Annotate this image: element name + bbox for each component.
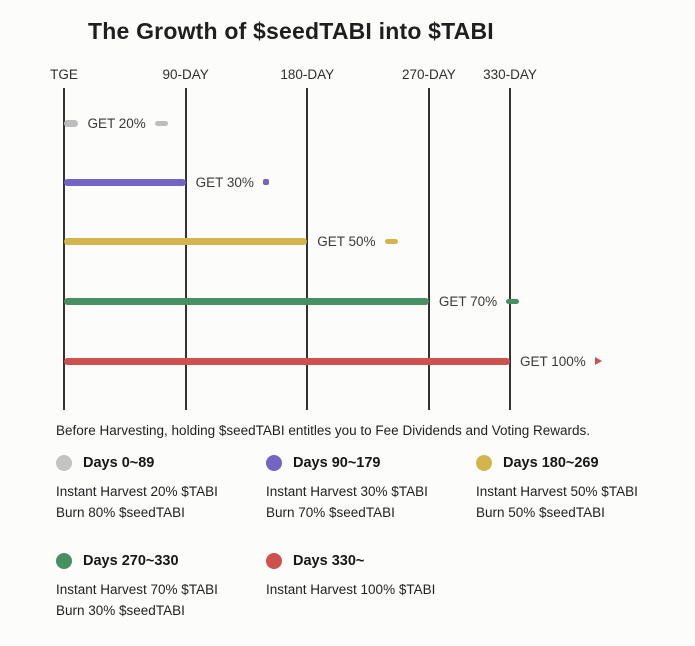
gridline-90-day	[184, 88, 187, 410]
legend-item-title: Days 180~269	[503, 455, 599, 471]
axis-tick-label-270-day: 270-DAY	[402, 67, 456, 82]
bar-days-0-89	[64, 119, 78, 127]
bar-value-label-days-180-269: GET 50%	[317, 233, 376, 249]
dash-icon	[154, 120, 168, 126]
legend-item-title: Days 330~	[293, 553, 365, 569]
bar-value-label-days-90-179: GET 30%	[195, 174, 254, 190]
bar-value-label-days-330: GET 100%	[520, 353, 586, 369]
legend-item-title: Days 270~330	[83, 553, 179, 569]
legend-swatch-circle	[56, 455, 72, 471]
legend-item-detail: Burn 80% $seedTABI	[56, 505, 185, 520]
legend-swatch-circle	[56, 553, 72, 569]
bar-days-180-269	[64, 237, 308, 245]
legend-swatch-circle	[476, 455, 492, 471]
bar-days-330	[64, 357, 510, 365]
chart-plot-area: TGE 90-DAY 180-DAY 270-DAY 330-DAY GET 20% GET…	[50, 67, 602, 410]
bar-row-days-0-89: GET 20%	[64, 113, 168, 133]
legend-item-header: Days 180~269	[476, 455, 686, 471]
dash-icon	[506, 298, 520, 304]
bar-days-90-179	[64, 178, 186, 186]
legend-item-detail: Instant Harvest 100% $TABI	[266, 582, 436, 597]
legend-item-title: Days 90~179	[293, 455, 381, 471]
gridline-tge	[63, 88, 65, 410]
legend-swatch-circle	[266, 553, 282, 569]
dot-icon	[262, 179, 269, 185]
legend-item-detail: Burn 70% $seedTABI	[266, 505, 395, 520]
legend-item-detail: Instant Harvest 20% $TABI	[56, 484, 218, 499]
legend-item-header: Days 0~89	[56, 455, 266, 471]
bar-value-label-days-0-89: GET 20%	[87, 115, 146, 131]
chart-caption: Before Harvesting, holding $seedTABI ent…	[56, 423, 591, 438]
legend-item-days-90-179: Days 90~179 Instant Harvest 30% $TABI Burn…	[266, 455, 476, 523]
gridline-180-day	[306, 88, 309, 410]
legend-item-days-180-269: Days 180~269 Instant Harvest 50% $TABI Bur…	[476, 455, 686, 523]
bar-row-days-270-330: GET 70%	[64, 291, 520, 311]
axis-tick-label-tge: TGE	[50, 67, 78, 82]
bar-row-days-90-179: GET 30%	[64, 172, 269, 192]
bar-row-days-180-269: GET 50%	[64, 231, 398, 251]
bar-value-label-days-270-330: GET 70%	[438, 293, 498, 309]
legend-item-days-0-89: Days 0~89 Instant Harvest 20% $TABI Burn 8…	[56, 455, 266, 523]
bar-days-270-330	[64, 297, 429, 305]
legend-item-detail: Burn 30% $seedTABI	[56, 603, 185, 618]
chart-title: The Growth of $seedTABI into $TABI	[88, 18, 494, 44]
legend-item-detail: Instant Harvest 30% $TABI	[266, 484, 428, 499]
axis-tick-label-180-day: 180-DAY	[280, 67, 335, 82]
arrow-right-icon	[594, 357, 602, 365]
legend-item-header: Days 270~330	[56, 553, 266, 569]
legend-item-header: Days 90~179	[266, 455, 476, 471]
legend-item-days-330: Days 330~ Instant Harvest 100% $TABI	[266, 553, 476, 621]
dash-icon	[384, 238, 398, 244]
bar-row-days-330: GET 100%	[64, 351, 602, 371]
gridline-270-day	[427, 88, 430, 410]
legend-item-title: Days 0~89	[83, 455, 155, 471]
axis-tick-label-90-day: 90-DAY	[162, 67, 209, 82]
axis-tick-label-330-day: 330-DAY	[483, 67, 537, 82]
legend-item-detail: Burn 50% $seedTABI	[476, 505, 605, 520]
gridline-330-day	[509, 88, 511, 410]
legend-item-detail: Instant Harvest 70% $TABI	[56, 582, 218, 597]
legend: Days 0~89 Instant Harvest 20% $TABI Burn 8…	[56, 455, 692, 621]
legend-swatch-circle	[266, 455, 282, 471]
legend-item-header: Days 330~	[266, 553, 476, 569]
legend-item-detail: Instant Harvest 50% $TABI	[476, 484, 638, 499]
legend-item-days-270-330: Days 270~330 Instant Harvest 70% $TABI Bur…	[56, 553, 266, 621]
